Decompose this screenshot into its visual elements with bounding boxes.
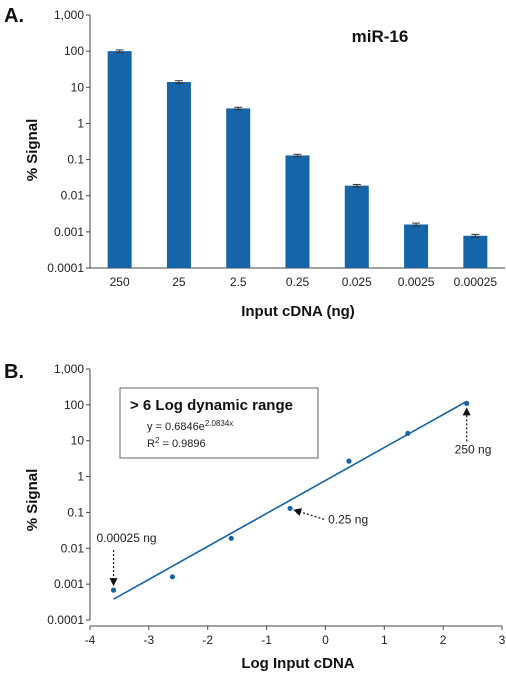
x-tick-label-a: 250 (110, 275, 130, 289)
x-tick-label-a: 2.5 (230, 275, 247, 289)
data-point (405, 430, 411, 436)
data-point (169, 574, 175, 580)
panel-a-label: A. (4, 5, 24, 27)
x-tick-label-b: -2 (202, 633, 213, 647)
y-axis-title-b: % Signal (24, 469, 41, 532)
x-tick-label-b: -1 (261, 633, 272, 647)
chart-a-title: miR-16 (352, 27, 409, 46)
y-tick-label-b: 100 (64, 398, 84, 412)
y-tick-label-a: 0.01 (61, 189, 85, 203)
panel-b-label: B. (4, 361, 24, 383)
x-axis-title-a: Input cDNA (ng) (241, 303, 355, 320)
y-tick-label-b: 1,000 (54, 362, 84, 376)
data-point (346, 458, 352, 464)
equation-text: y = 0.6846e2.0834x (147, 419, 233, 433)
y-tick-label-a: 0.1 (67, 153, 84, 167)
x-tick-label-b: 0 (322, 633, 329, 647)
callout-label: 0.00025 ng (97, 531, 157, 545)
x-tick-label-b: -3 (144, 633, 155, 647)
bar (463, 235, 488, 268)
y-tick-label-b: 10 (71, 434, 85, 448)
scatter-chart: 0.0001 0.001 0.01 0.1 1 10 100 1,000 -4 -3 -2 -1 0 1… (24, 362, 506, 672)
y-tick-label-b: 0.01 (61, 541, 85, 555)
y-tick-label-b: 1 (77, 470, 84, 484)
data-point (464, 400, 470, 406)
y-tick-label-a: 0.001 (54, 225, 84, 239)
x-tick-label-a: 25 (172, 275, 186, 289)
y-tick-label-a: 10 (71, 80, 85, 94)
bar (404, 224, 429, 268)
bar (344, 185, 369, 268)
x-axis-title-b: Log Input cDNA (241, 655, 354, 672)
y-tick-label-a: 1,000 (54, 8, 84, 22)
y-tick-label-a: 100 (64, 44, 84, 58)
x-tick-label-b: 3 (499, 633, 506, 647)
callout-label: 0.25 ng (328, 512, 368, 526)
dynamic-range-label: > 6 Log dynamic range (130, 397, 293, 414)
x-tick-label-a: 0.00025 (454, 275, 498, 289)
x-tick-label-b: 1 (381, 633, 388, 647)
y-tick-label-b: 0.001 (54, 577, 84, 591)
data-point (228, 535, 234, 541)
callout-label: 250 ng (455, 442, 492, 456)
y-tick-label-a: 0.0001 (47, 261, 84, 275)
x-tick-label-a: 0.0025 (398, 275, 435, 289)
y-tick-label-b: 0.1 (67, 505, 84, 519)
x-tick-label-b: 2 (440, 633, 447, 647)
annotation-box (119, 387, 319, 459)
bar (107, 51, 132, 269)
bar (285, 155, 310, 268)
bar-chart: 0.0001 0.001 0.01 0.1 1 10 100 1,000 250 25 2.5 0.… (24, 8, 505, 320)
r-squared-text: R2 = 0.9896 (147, 436, 206, 450)
data-point (110, 587, 117, 593)
y-tick-label-b: 0.0001 (47, 613, 84, 627)
data-point (287, 505, 293, 511)
bar (226, 108, 251, 268)
bar (166, 82, 191, 268)
x-tick-label-a: 0.025 (342, 275, 372, 289)
y-tick-label-a: 1 (77, 116, 84, 130)
callout-arrow (293, 508, 325, 520)
x-tick-label-a: 0.25 (286, 275, 310, 289)
y-axis-title-a: % Signal (24, 119, 41, 182)
x-tick-label-b: -4 (85, 633, 96, 647)
